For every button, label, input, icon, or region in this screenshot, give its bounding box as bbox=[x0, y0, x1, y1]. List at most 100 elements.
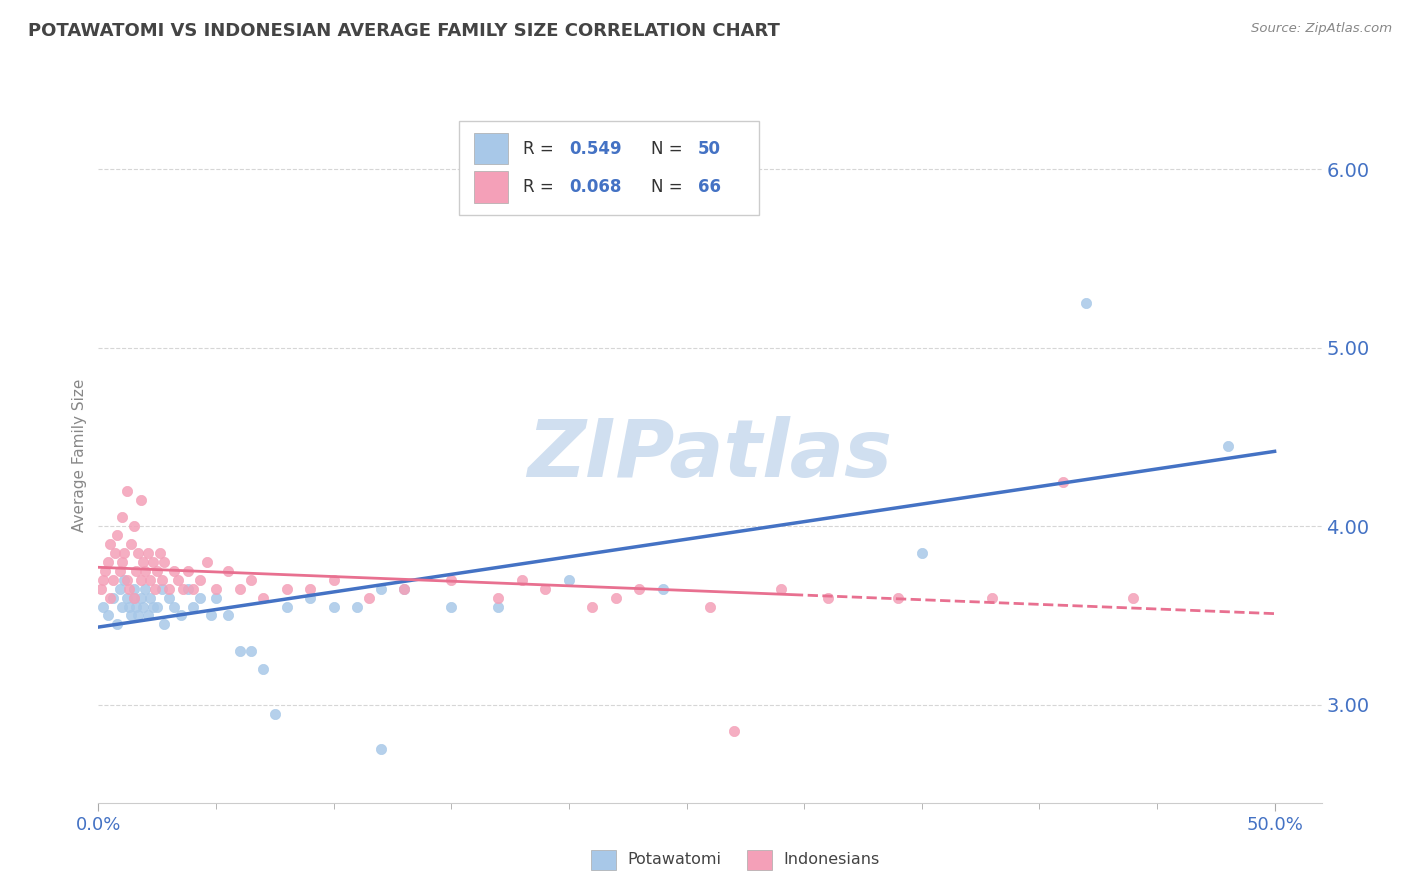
Point bbox=[200, 608, 222, 623]
Point bbox=[125, 599, 148, 614]
Point bbox=[150, 582, 173, 596]
Point bbox=[91, 573, 114, 587]
Text: 66: 66 bbox=[697, 178, 721, 196]
Point bbox=[98, 537, 121, 551]
Point bbox=[1216, 439, 1239, 453]
FancyBboxPatch shape bbox=[474, 171, 508, 202]
Point bbox=[115, 573, 138, 587]
Point bbox=[486, 591, 509, 605]
Point bbox=[127, 608, 149, 623]
Point bbox=[240, 644, 263, 658]
FancyBboxPatch shape bbox=[460, 121, 759, 215]
Point bbox=[120, 608, 142, 623]
Text: 0.549: 0.549 bbox=[569, 140, 621, 158]
Point bbox=[228, 582, 250, 596]
Point bbox=[150, 573, 173, 587]
Point bbox=[132, 555, 155, 569]
Point bbox=[101, 591, 124, 605]
Point bbox=[181, 599, 204, 614]
Point bbox=[392, 582, 416, 596]
Point bbox=[769, 582, 792, 596]
Point bbox=[118, 582, 141, 596]
Point bbox=[139, 591, 162, 605]
Point bbox=[276, 599, 298, 614]
Point bbox=[605, 591, 627, 605]
Point bbox=[112, 573, 135, 587]
Point bbox=[1076, 296, 1098, 310]
Point bbox=[149, 546, 172, 560]
Point bbox=[252, 591, 274, 605]
Point bbox=[146, 564, 169, 578]
Point bbox=[628, 582, 651, 596]
Point bbox=[127, 546, 149, 560]
Point bbox=[723, 724, 745, 739]
Y-axis label: Average Family Size: Average Family Size bbox=[72, 378, 87, 532]
Point bbox=[911, 546, 934, 560]
Point bbox=[143, 582, 166, 596]
Point bbox=[111, 510, 134, 524]
Point bbox=[134, 582, 156, 596]
Point bbox=[163, 564, 186, 578]
Text: 0.068: 0.068 bbox=[569, 178, 621, 196]
Text: 50: 50 bbox=[697, 140, 721, 158]
Point bbox=[263, 706, 285, 721]
Point bbox=[122, 582, 145, 596]
Point bbox=[188, 573, 211, 587]
Point bbox=[322, 573, 344, 587]
Text: N =: N = bbox=[651, 178, 688, 196]
Point bbox=[91, 599, 114, 614]
Point bbox=[177, 582, 200, 596]
Point bbox=[981, 591, 1004, 605]
Point bbox=[97, 608, 120, 623]
Point bbox=[346, 599, 368, 614]
Text: N =: N = bbox=[651, 140, 688, 158]
Point bbox=[141, 555, 163, 569]
Point bbox=[170, 608, 193, 623]
Point bbox=[228, 644, 250, 658]
Point bbox=[129, 591, 152, 605]
Point bbox=[111, 555, 134, 569]
Point bbox=[139, 573, 162, 587]
Point bbox=[157, 591, 180, 605]
Point bbox=[122, 591, 145, 605]
Point bbox=[558, 573, 581, 587]
Point bbox=[146, 599, 169, 614]
Point bbox=[132, 599, 155, 614]
Point bbox=[136, 608, 159, 623]
Point bbox=[217, 564, 239, 578]
Point bbox=[581, 599, 603, 614]
Point bbox=[652, 582, 675, 596]
Point bbox=[129, 573, 152, 587]
Point bbox=[817, 591, 839, 605]
Point bbox=[136, 546, 159, 560]
Point bbox=[134, 564, 156, 578]
Text: POTAWATOMI VS INDONESIAN AVERAGE FAMILY SIZE CORRELATION CHART: POTAWATOMI VS INDONESIAN AVERAGE FAMILY … bbox=[28, 22, 780, 40]
Point bbox=[122, 591, 145, 605]
Point bbox=[108, 582, 131, 596]
Point bbox=[97, 555, 120, 569]
FancyBboxPatch shape bbox=[474, 133, 508, 164]
Point bbox=[157, 582, 180, 596]
Point bbox=[486, 599, 509, 614]
Point bbox=[122, 519, 145, 533]
Point bbox=[120, 537, 142, 551]
Point bbox=[1052, 475, 1074, 489]
Text: Indonesians: Indonesians bbox=[783, 853, 879, 867]
Point bbox=[217, 608, 239, 623]
Point bbox=[240, 573, 263, 587]
Point bbox=[440, 599, 463, 614]
Point bbox=[181, 582, 204, 596]
Point bbox=[177, 564, 200, 578]
Point bbox=[115, 591, 138, 605]
Point bbox=[101, 573, 124, 587]
Point bbox=[205, 582, 228, 596]
Point bbox=[129, 492, 152, 507]
Text: Source: ZipAtlas.com: Source: ZipAtlas.com bbox=[1251, 22, 1392, 36]
Point bbox=[163, 599, 186, 614]
Point bbox=[392, 582, 416, 596]
Text: R =: R = bbox=[523, 140, 558, 158]
Point bbox=[94, 564, 117, 578]
Point bbox=[252, 662, 274, 676]
Point bbox=[357, 591, 380, 605]
Text: ZIPatlas: ZIPatlas bbox=[527, 416, 893, 494]
